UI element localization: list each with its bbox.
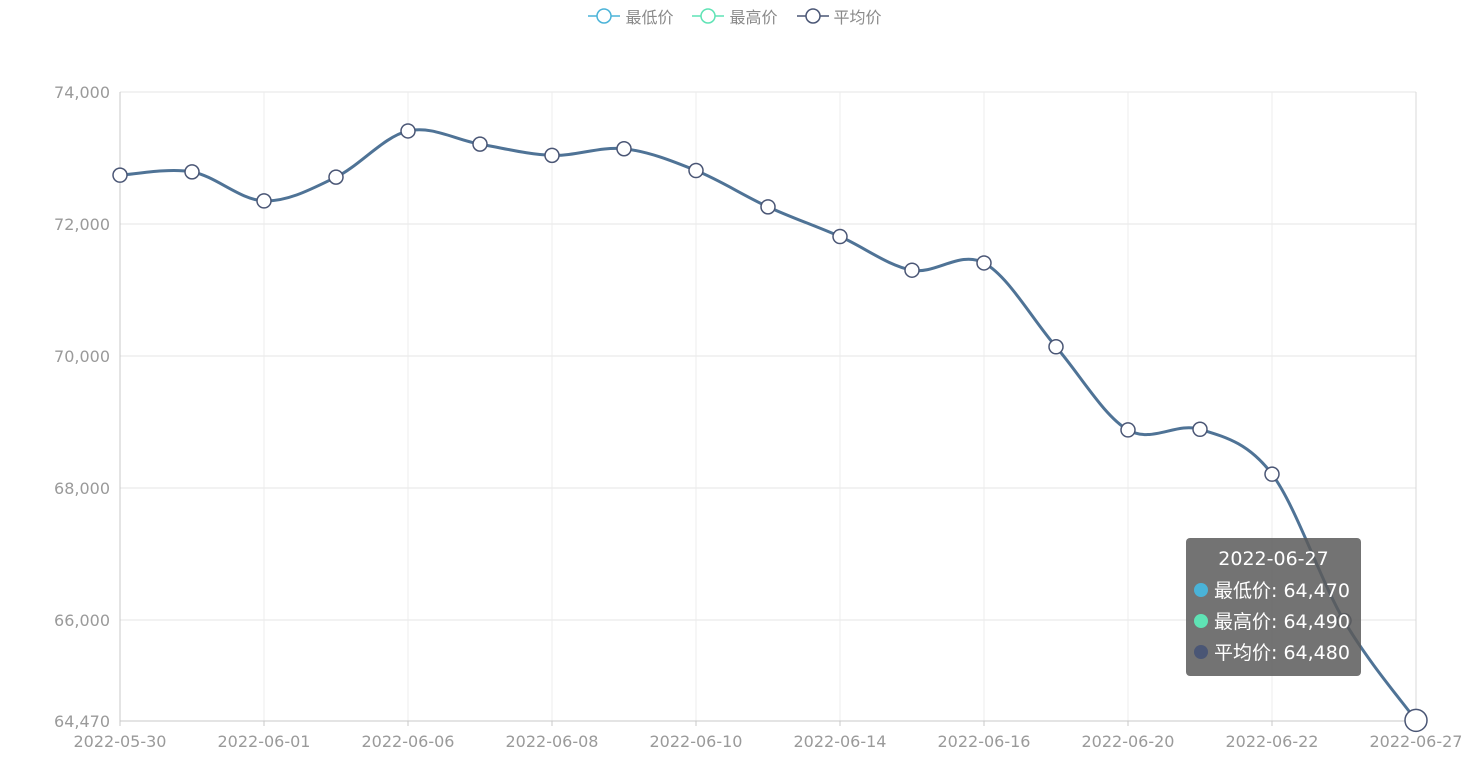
tooltip-value: 最低价: 64,470	[1214, 580, 1350, 602]
data-point	[616, 141, 632, 157]
y-tick-label: 74,000	[54, 83, 110, 102]
data-point	[256, 193, 272, 209]
y-axis: 64,470 66,000 68,000 70,000 72,000 74,000	[54, 83, 110, 731]
legend: 最低价 最高价 平均价	[0, 4, 1469, 28]
series-dot-icon	[1194, 644, 1208, 659]
data-point	[760, 199, 776, 215]
y-tick-label: 64,470	[54, 712, 110, 731]
legend-item-lowest[interactable]: 最低价	[587, 4, 673, 28]
tooltip-title: 2022-06-27	[1218, 548, 1329, 570]
series-points	[112, 123, 1428, 733]
data-point	[688, 162, 704, 179]
series-dot-icon	[1194, 582, 1208, 597]
x-tick-label: 2022-06-14	[794, 732, 887, 751]
data-point	[904, 262, 920, 278]
x-tick-label: 2022-05-30	[74, 732, 167, 751]
y-tick-label: 68,000	[54, 479, 110, 498]
line-circle-icon	[588, 8, 621, 24]
x-tick-label: 2022-06-06	[362, 732, 455, 751]
y-tick-label: 66,000	[54, 611, 110, 630]
tooltip-row: 平均价: 64,480	[1194, 636, 1353, 667]
data-point	[1404, 708, 1428, 733]
tooltip: 2022-06-27 最低价: 64,470 最高价: 64,490 平均价: …	[1186, 538, 1361, 676]
x-tick-label: 2022-06-22	[1226, 732, 1319, 751]
data-point	[832, 228, 848, 245]
data-point	[544, 147, 560, 164]
x-tick-label: 2022-06-10	[650, 732, 743, 751]
series-dot-icon	[1194, 613, 1208, 628]
data-point	[1264, 466, 1280, 482]
tooltip-value: 最高价: 64,490	[1214, 611, 1350, 633]
x-tick-label: 2022-06-27	[1370, 732, 1463, 751]
legend-item-average[interactable]: 平均价	[796, 4, 882, 28]
data-point	[1120, 422, 1136, 438]
data-point	[184, 164, 200, 180]
x-tick-label: 2022-06-20	[1082, 732, 1175, 751]
legend-label: 最低价	[625, 8, 674, 27]
tooltip-row: 最高价: 64,490	[1194, 605, 1353, 636]
tooltip-value: 平均价: 64,480	[1214, 642, 1350, 664]
tooltip-row: 最低价: 64,470	[1194, 574, 1353, 605]
y-tick-label: 72,000	[54, 215, 110, 234]
data-point	[400, 123, 416, 139]
line-circle-icon	[796, 8, 829, 24]
chart-grid	[119, 91, 1417, 722]
x-tick-label: 2022-06-01	[218, 732, 311, 751]
data-point	[1048, 339, 1064, 355]
data-point	[112, 167, 128, 183]
legend-item-highest[interactable]: 最高价	[691, 4, 778, 28]
y-tick-label: 70,000	[54, 347, 110, 366]
data-point	[472, 136, 488, 152]
x-axis: 2022-05-30 2022-06-01 2022-06-06 2022-06-08…	[74, 92, 1463, 751]
legend-label: 平均价	[833, 8, 882, 27]
data-point	[976, 255, 992, 271]
x-tick-label: 2022-06-16	[938, 732, 1031, 751]
line-circle-icon	[692, 8, 725, 24]
data-point	[1192, 421, 1208, 438]
x-tick-label: 2022-06-08	[506, 732, 599, 751]
legend-label: 最高价	[729, 8, 778, 27]
data-point	[328, 169, 344, 185]
